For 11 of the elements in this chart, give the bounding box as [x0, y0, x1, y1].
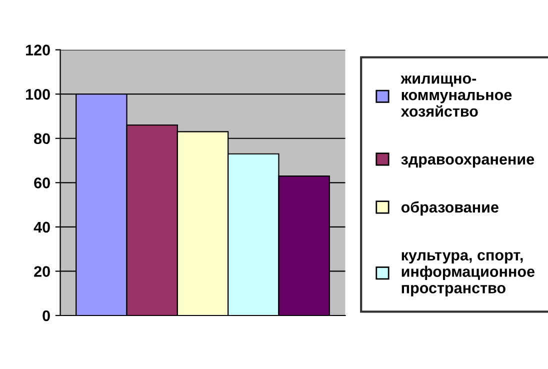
legend-label: жилищно- коммунальное хозяйство — [400, 75, 512, 117]
y-tick-label: 80 — [34, 133, 50, 144]
y-tick-label: 20 — [34, 266, 50, 277]
y-tick-label: 60 — [34, 178, 50, 188]
y-tick-label: 100 — [26, 88, 50, 100]
legend-label: здравоохранение — [401, 156, 534, 168]
legend-label: культура, спорт, информационное пространство — [402, 252, 535, 296]
y-tick-label: 40 — [34, 222, 50, 233]
y-tick-label: 120 — [26, 44, 50, 56]
y-tick-label: 0 — [42, 310, 50, 322]
legend-label: образование — [401, 201, 498, 216]
